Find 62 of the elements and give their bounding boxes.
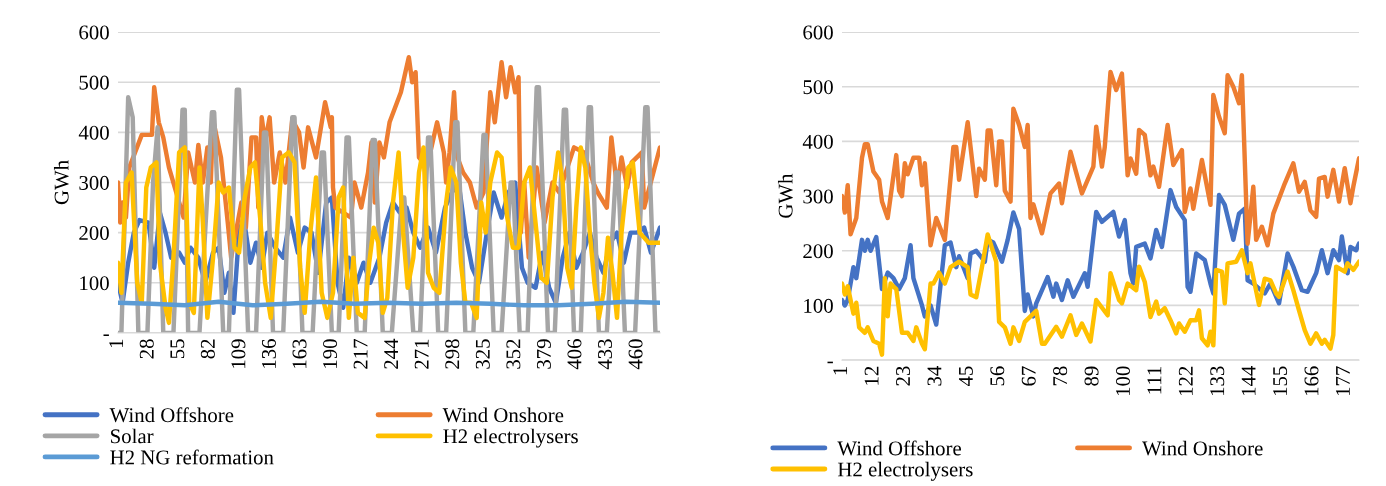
x-tick-label: 28 (139, 339, 154, 359)
legend-label: Wind Onshore (1142, 440, 1263, 456)
y-axis-title: GWh (53, 160, 69, 205)
x-tick-label: 133 (1210, 366, 1225, 396)
x-tick-label: 163 (292, 339, 307, 368)
y-tick-label: 300 (803, 189, 833, 204)
line-series (842, 69, 1359, 248)
x-tick-label: 166 (1304, 366, 1319, 396)
legend-label: H2 electrolysers (837, 461, 973, 481)
x-tick-label: 136 (261, 339, 276, 368)
line-series (118, 145, 660, 326)
x-tick-label: 244 (384, 338, 398, 369)
x-tick-label: 23 (896, 366, 911, 386)
x-tick-label: 122 (1178, 366, 1193, 396)
legend-label: Wind Onshore (442, 407, 564, 423)
x-tick-label: 406 (567, 339, 582, 370)
y-tick-label: 300 (79, 175, 109, 190)
legend-label: Solar (111, 428, 154, 444)
y-tick-label: - (103, 334, 109, 337)
line-series (842, 232, 1359, 357)
y-tick-label: 500 (79, 75, 109, 90)
y-tick-label: 200 (803, 244, 833, 259)
x-tick-label: 298 (445, 339, 460, 369)
x-tick-label: 144 (1241, 366, 1256, 396)
y-tick-label: 100 (804, 298, 833, 313)
legend-label: Wind Offshore (837, 440, 961, 456)
x-tick-label: 89 (1084, 366, 1099, 386)
x-tick-label: 325 (475, 339, 490, 369)
x-tick-label: 82 (200, 339, 215, 359)
x-tick-label: 155 (1273, 366, 1288, 396)
x-tick-label: 55 (170, 339, 185, 359)
y-tick-label: 200 (79, 226, 109, 241)
legend-label: H2 electrolysers (443, 428, 578, 448)
x-tick-label: 1 (109, 339, 124, 348)
legend-label: Wind Offshore (109, 407, 234, 423)
y-tick-label: 100 (80, 276, 109, 291)
x-tick-label: 56 (990, 366, 1005, 386)
x-tick-label: 460 (628, 339, 643, 370)
x-tick-label: 45 (958, 366, 973, 387)
y-tick-label: 400 (802, 134, 833, 149)
x-tick-label: 1 (833, 366, 848, 375)
x-tick-label: 190 (323, 339, 338, 368)
y-tick-label: 600 (79, 25, 109, 40)
legend-label: H2 NG reformation (110, 449, 274, 465)
x-tick-label: 271 (414, 339, 429, 369)
x-tick-label: 12 (864, 366, 879, 385)
x-tick-label: 177 (1335, 366, 1350, 396)
x-tick-label: 433 (598, 339, 613, 370)
x-tick-label: 67 (1021, 366, 1036, 386)
y-tick-label: 400 (78, 125, 109, 140)
x-tick-label: 100 (1115, 366, 1130, 396)
y-axis-title: GWh (777, 173, 793, 218)
x-tick-label: 34 (927, 366, 942, 386)
y-tick-label: 600 (803, 25, 833, 40)
x-tick-label: 78 (1053, 366, 1068, 386)
x-tick-label: 109 (231, 339, 246, 368)
x-tick-label: 111 (1147, 366, 1162, 394)
y-tick-label: 500 (803, 80, 833, 95)
x-tick-label: 352 (506, 339, 521, 369)
x-tick-label: 217 (353, 339, 368, 369)
y-tick-label: - (827, 361, 833, 364)
x-tick-label: 379 (536, 339, 551, 369)
